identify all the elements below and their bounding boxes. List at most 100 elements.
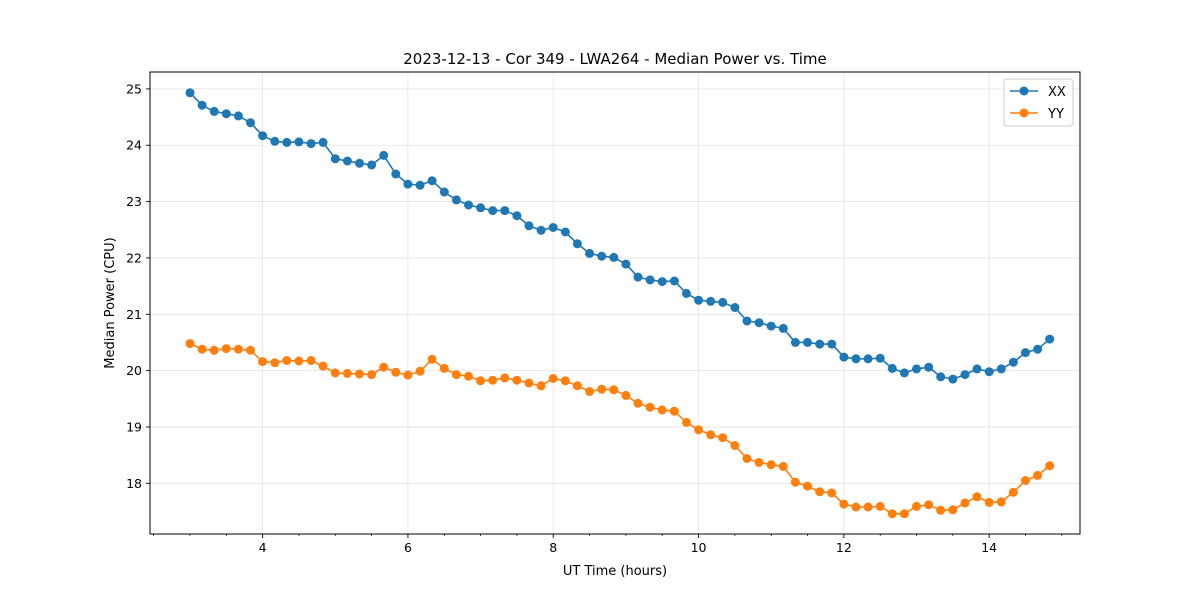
data-point-yy [657, 405, 667, 415]
data-point-yy [572, 381, 582, 391]
data-point-yy [427, 354, 437, 364]
data-point-xx [524, 221, 534, 231]
legend-marker [1019, 86, 1029, 96]
data-point-xx [318, 137, 328, 147]
data-point-xx [585, 248, 595, 258]
data-point-xx [221, 109, 231, 119]
data-point-yy [258, 357, 268, 367]
data-point-yy [294, 356, 304, 366]
data-point-yy [597, 384, 607, 394]
data-point-xx [439, 187, 449, 197]
data-point-xx [996, 364, 1006, 374]
data-point-xx [270, 136, 280, 146]
data-point-xx [754, 318, 764, 328]
y-tick-label: 23 [126, 194, 142, 209]
data-point-xx [924, 362, 934, 372]
data-point-yy [355, 369, 364, 379]
series-xx [185, 88, 1055, 384]
data-point-yy [960, 498, 970, 508]
data-point-xx [912, 364, 921, 374]
data-point-yy [790, 477, 800, 487]
data-point-xx [863, 354, 873, 364]
data-point-yy [936, 505, 946, 515]
data-point-xx [367, 160, 377, 170]
data-point-xx [379, 150, 389, 160]
data-point-xx [488, 206, 498, 216]
data-point-xx [718, 297, 728, 307]
data-point-yy [415, 366, 425, 376]
data-point-yy [318, 361, 328, 371]
y-tick-label: 18 [126, 476, 142, 491]
data-point-xx [633, 272, 643, 282]
data-point-yy [609, 385, 619, 395]
data-point-yy [536, 381, 546, 391]
data-point-yy [209, 345, 219, 355]
chart-title: 2023-12-13 - Cor 349 - LWA264 - Median P… [403, 50, 827, 68]
data-point-yy [1033, 470, 1043, 480]
data-point-yy [924, 500, 934, 510]
legend-marker [1019, 108, 1029, 118]
data-point-xx [330, 154, 340, 164]
data-point-xx [742, 316, 752, 326]
legend-entry-yy: YY [1010, 107, 1064, 122]
x-tick-label: 12 [836, 540, 852, 555]
data-point-xx [355, 158, 364, 168]
data-point-yy [633, 398, 643, 408]
data-point-yy [1008, 487, 1018, 497]
data-point-yy [197, 344, 207, 354]
data-point-xx [766, 321, 776, 331]
data-point-xx [694, 295, 704, 305]
data-point-yy [1021, 476, 1030, 485]
data-point-yy [500, 373, 510, 383]
y-tick-label: 24 [126, 138, 142, 153]
data-point-yy [451, 370, 461, 380]
plot-series [185, 88, 1055, 519]
data-point-yy [669, 406, 679, 416]
data-point-xx [512, 211, 522, 221]
data-point-yy [984, 497, 994, 507]
data-point-yy [391, 367, 401, 377]
data-point-xx [560, 227, 570, 237]
data-point-xx [1021, 348, 1030, 358]
data-point-yy [1045, 461, 1055, 471]
data-point-yy [899, 509, 909, 519]
data-point-xx [621, 259, 631, 269]
data-point-yy [912, 501, 921, 511]
data-point-xx [209, 106, 219, 116]
data-point-yy [221, 344, 231, 354]
data-point-xx [609, 252, 619, 262]
data-point-xx [464, 200, 473, 210]
x-tick-label: 8 [549, 540, 557, 555]
data-point-xx [984, 367, 994, 377]
axes-frame [149, 71, 1081, 535]
data-point-xx [827, 339, 837, 349]
data-point-yy [681, 417, 691, 427]
data-point-yy [863, 502, 873, 512]
y-tick-label: 21 [126, 307, 142, 322]
data-point-xx [851, 354, 861, 364]
data-point-yy [621, 390, 631, 400]
data-point-xx [1033, 344, 1043, 354]
data-point-xx [185, 88, 195, 98]
data-point-yy [246, 345, 255, 355]
data-point-xx [246, 118, 255, 128]
axis-ticks: 4 6 8 10 12 14 18 19 20 21 22 23 24 25 [126, 81, 1063, 555]
legend-entry-xx: XX [1010, 85, 1066, 100]
data-point-yy [548, 374, 558, 383]
data-point-xx [875, 353, 885, 363]
data-point-xx [681, 288, 691, 298]
data-point-yy [367, 370, 377, 380]
data-point-yy [330, 368, 340, 378]
data-point-yy [996, 497, 1006, 507]
y-tick-label: 22 [126, 250, 142, 265]
data-point-yy [706, 430, 716, 440]
data-point-xx [427, 176, 437, 186]
data-point-xx [899, 368, 909, 378]
data-point-yy [512, 375, 522, 385]
data-point-xx [669, 276, 679, 286]
x-tick-label: 10 [691, 540, 707, 555]
data-point-xx [197, 100, 207, 110]
data-point-xx [403, 179, 413, 189]
x-tick-label: 6 [404, 540, 412, 555]
data-point-xx [972, 364, 982, 374]
